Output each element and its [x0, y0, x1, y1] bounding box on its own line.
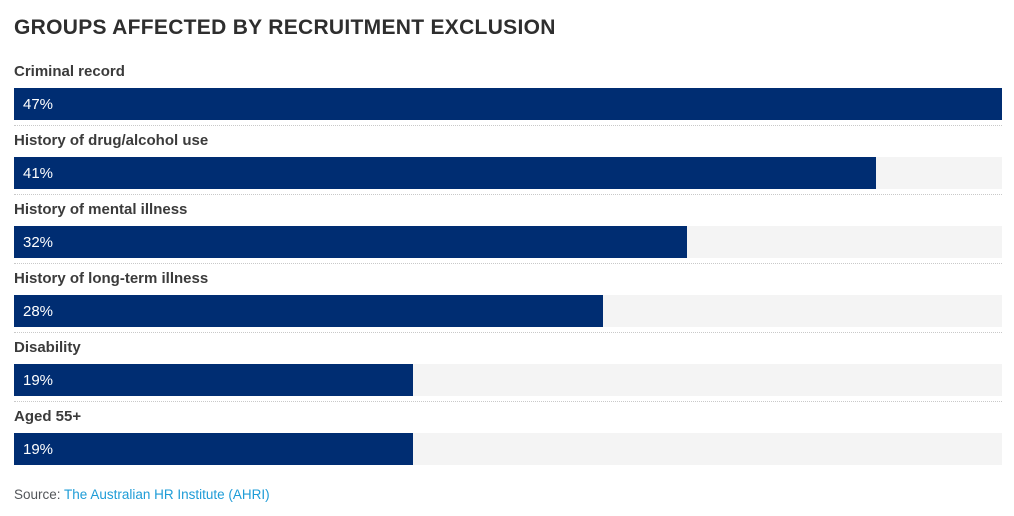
row-separator: [14, 401, 1002, 402]
bar-fill: 19%: [14, 433, 414, 465]
chart-title: GROUPS AFFECTED BY RECRUITMENT EXCLUSION: [14, 16, 556, 39]
bar-row: Disability 19%: [14, 339, 1002, 402]
source-label: Source:: [14, 487, 65, 502]
bar-row: Criminal record 47%: [14, 63, 1002, 126]
bar-fill: 32%: [14, 226, 687, 258]
source-link[interactable]: The Australian HR Institute (AHRI): [64, 487, 270, 502]
bar-chart: Criminal record 47% History of drug/alco…: [14, 63, 1002, 465]
row-separator: [14, 125, 1002, 126]
bar-value-label: 41%: [23, 164, 54, 182]
bar-track: 41%: [14, 157, 1002, 189]
bar-fill: 28%: [14, 295, 603, 327]
bar-fill: 47%: [14, 88, 1002, 120]
bar-track: 19%: [14, 433, 1002, 465]
bar-value-label: 47%: [23, 95, 54, 113]
bar-value-label: 19%: [23, 371, 54, 389]
row-separator: [14, 332, 1002, 333]
category-label: History of mental illness: [14, 201, 188, 218]
category-label: History of long-term illness: [14, 270, 209, 287]
bar-value-label: 32%: [23, 233, 54, 251]
bar-fill: 41%: [14, 157, 876, 189]
row-separator: [14, 263, 1002, 264]
bar-row: History of drug/alcohol use 41%: [14, 132, 1002, 195]
category-label: History of drug/alcohol use: [14, 132, 209, 149]
source-line: Source: The Australian HR Institute (AHR…: [14, 487, 1002, 502]
bar-fill: 19%: [14, 364, 414, 396]
bar-value-label: 19%: [23, 440, 54, 458]
bar-row: History of long-term illness 28%: [14, 270, 1002, 333]
bar-track: 19%: [14, 364, 1002, 396]
bar-value-label: 28%: [23, 302, 54, 320]
bar-row: History of mental illness 32%: [14, 201, 1002, 264]
bar-row: Aged 55+ 19%: [14, 408, 1002, 465]
bar-track: 28%: [14, 295, 1002, 327]
category-label: Aged 55+: [14, 408, 82, 425]
bar-track: 32%: [14, 226, 1002, 258]
category-label: Disability: [14, 339, 81, 356]
category-label: Criminal record: [14, 63, 125, 80]
row-separator: [14, 194, 1002, 195]
bar-track: 47%: [14, 88, 1002, 120]
chart-page: GROUPS AFFECTED BY RECRUITMENT EXCLUSION…: [14, 16, 1002, 502]
